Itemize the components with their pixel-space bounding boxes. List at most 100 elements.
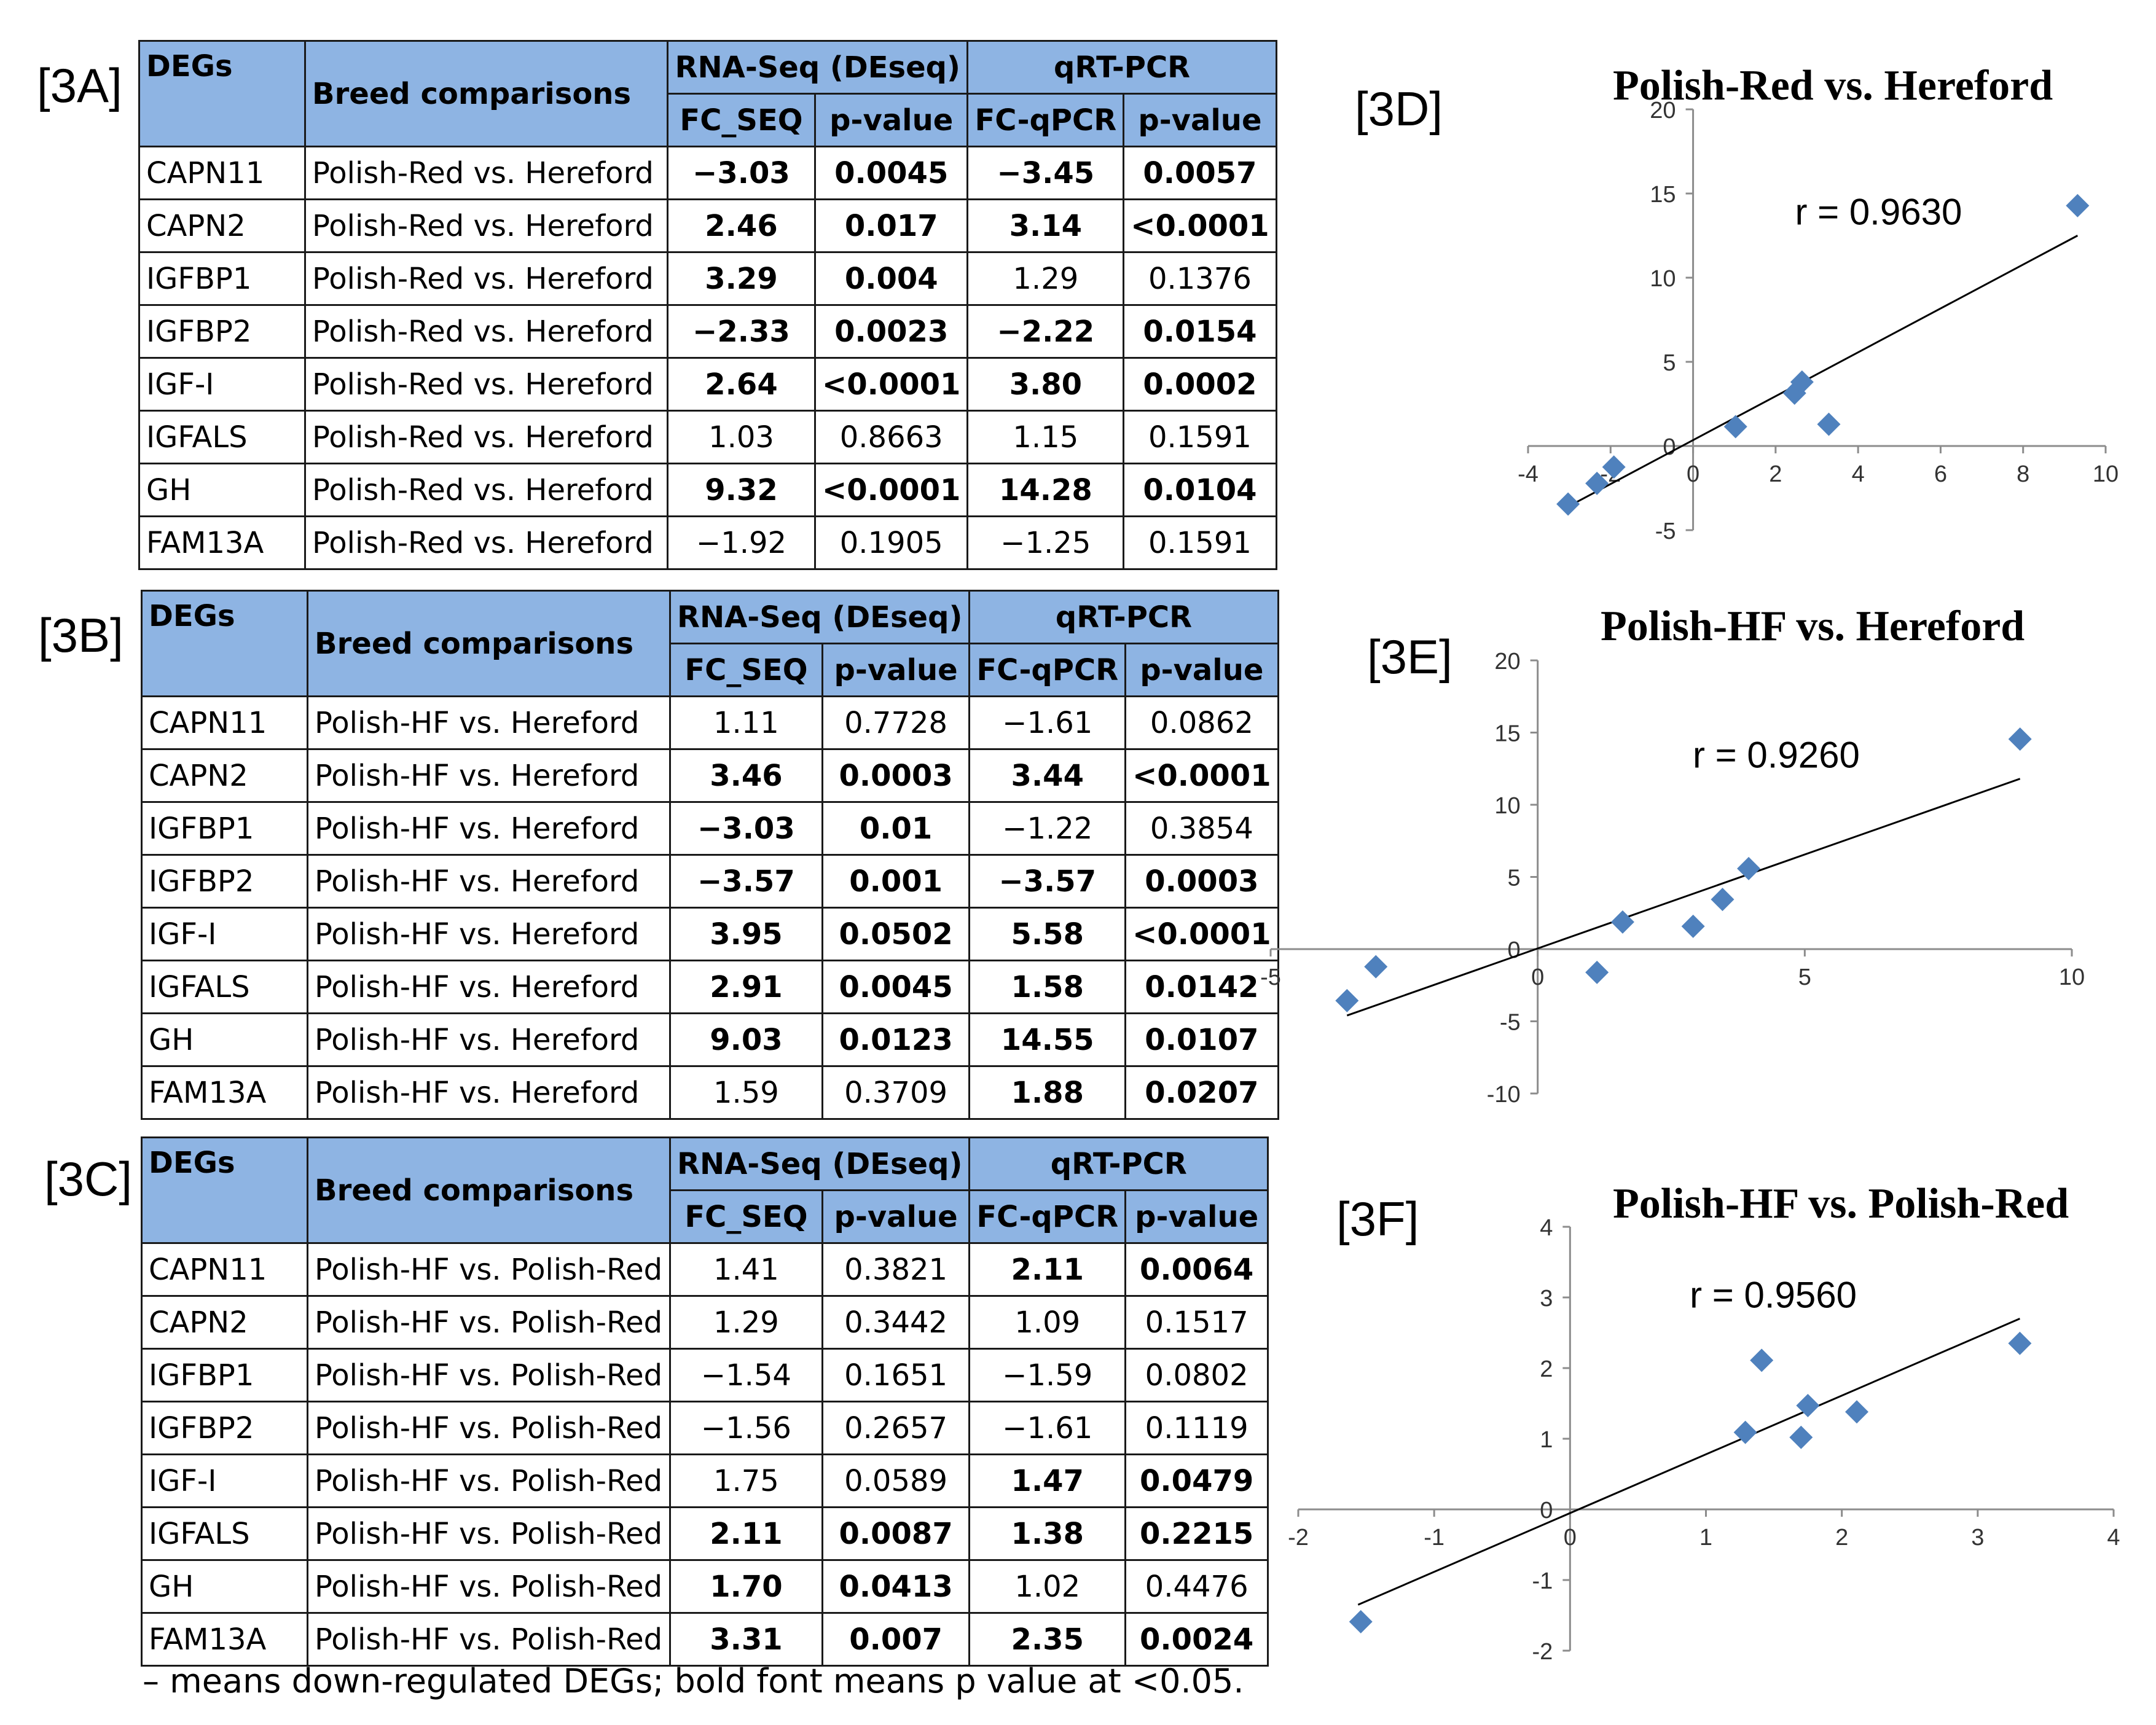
table-row: CAPN11 Polish-HF vs. Polish-Red 1.41 0.3821… (141, 1242, 1269, 1297)
value-cell-p2: 0.1376 (1123, 251, 1277, 306)
panel-label-3c: [3C] (44, 1152, 133, 1206)
value-cell-p2: 0.0064 (1124, 1242, 1269, 1297)
data-point (1335, 988, 1359, 1012)
table-row: GH Polish-HF vs. Polish-Red 1.70 0.0413 1.02… (141, 1559, 1269, 1614)
value-cell-p1: <0.0001 (813, 357, 969, 412)
value-cell-fc_qpcr: −1.61 (968, 1401, 1127, 1455)
header-row: DEGs Breed comparisons RNA-Seq (DEseq) qRT-… (141, 1136, 1269, 1244)
header-fc_seq: FC_SEQ (667, 93, 816, 147)
value-cell-fc_seq: −1.56 (669, 1401, 823, 1455)
gene-cell: IGFBP1 (138, 251, 306, 306)
value-cell-fc_qpcr: 2.35 (968, 1612, 1127, 1667)
value-cell-fc_qpcr: −3.57 (968, 854, 1127, 909)
value-cell-p1: 0.8663 (813, 410, 969, 464)
value-cell-fc_seq: 3.29 (667, 251, 816, 306)
x-tick-label: 10 (2059, 964, 2085, 990)
value-cell-p2: 0.0154 (1123, 304, 1277, 359)
deg-table-3a: DEGs Breed comparisons RNA-Seq (DEseq) qRT-… (138, 40, 1277, 570)
value-cell-p2: 0.0802 (1124, 1348, 1269, 1402)
value-cell-fc_seq: 2.64 (667, 357, 816, 412)
y-tick-label: 5 (1508, 866, 1521, 891)
table-row: IGFBP1 Polish-Red vs. Hereford 3.29 0.004 1.… (138, 251, 1277, 306)
x-tick-label: -1 (1424, 1525, 1445, 1551)
x-tick-label: 6 (1934, 461, 1947, 487)
gene-cell: IGFALS (141, 960, 308, 1014)
value-cell-p2: 0.4476 (1124, 1559, 1269, 1614)
data-point (1585, 471, 1609, 495)
value-cell-p1: 0.001 (821, 854, 971, 909)
y-tick-label: -2 (1532, 1639, 1553, 1665)
value-cell-fc_qpcr: 14.55 (968, 1012, 1127, 1067)
y-tick-label: 4 (1540, 1215, 1553, 1241)
data-point (2066, 194, 2090, 217)
value-cell-fc_seq: 2.11 (669, 1506, 823, 1561)
footnote: – means down-regulated DEGs; bold font m… (143, 1662, 1244, 1700)
header-p2: p-value (1123, 93, 1277, 147)
value-cell-p1: 0.017 (813, 198, 969, 253)
value-cell-fc_seq: 1.03 (667, 410, 816, 464)
table-row: IGFBP1 Polish-HF vs. Polish-Red −1.54 0.165… (141, 1348, 1269, 1402)
y-tick-label: -10 (1487, 1082, 1521, 1108)
comparison-cell: Polish-HF vs. Polish-Red (307, 1348, 671, 1402)
value-cell-fc_seq: 3.31 (669, 1612, 823, 1667)
panel-label-3d: [3D] (1355, 82, 1443, 136)
correlation-label: r = 0.9260 (1693, 735, 1860, 776)
comparison-cell: Polish-HF vs. Polish-Red (307, 1559, 671, 1614)
header-rnaseq: RNA-Seq (DEseq) (668, 1136, 971, 1191)
panel-label-3a: [3A] (37, 58, 122, 112)
gene-cell: FAM13A (141, 1065, 308, 1120)
x-tick-label: 0 (1531, 964, 1544, 990)
data-point (1737, 856, 1761, 880)
value-cell-p2: 0.3854 (1124, 801, 1279, 856)
value-cell-fc_qpcr: −1.25 (966, 515, 1125, 570)
gene-cell: CAPN2 (141, 748, 308, 803)
table-row: GH Polish-HF vs. Hereford 9.03 0.0123 14.55 0… (141, 1012, 1279, 1067)
header-fc_qpcr: FC-qPCR (966, 93, 1125, 147)
value-cell-fc_seq: 1.70 (669, 1559, 823, 1614)
value-cell-fc_seq: 1.29 (669, 1295, 823, 1350)
data-point (1733, 1420, 1757, 1444)
gene-cell: CAPN11 (138, 146, 306, 200)
y-tick-label: -5 (1500, 1010, 1521, 1036)
data-point (1602, 455, 1626, 479)
comparison-cell: Polish-HF vs. Hereford (307, 907, 671, 961)
value-cell-p2: <0.0001 (1123, 198, 1277, 253)
value-cell-p1: 0.7728 (821, 695, 971, 750)
value-cell-p2: 0.2215 (1124, 1506, 1269, 1561)
header-degs: DEGs (138, 40, 306, 147)
data-point (1585, 960, 1609, 984)
value-cell-p1: 0.01 (821, 801, 971, 856)
data-point (1610, 910, 1634, 934)
value-cell-p2: 0.1591 (1123, 515, 1277, 570)
table-row: CAPN11 Polish-HF vs. Hereford 1.11 0.7728 −1… (141, 695, 1279, 750)
comparison-cell: Polish-Red vs. Hereford (304, 410, 668, 464)
data-point (1364, 955, 1388, 979)
panel-label-3b: [3B] (38, 608, 123, 662)
value-cell-p2: 0.0104 (1123, 463, 1277, 517)
value-cell-fc_seq: 1.41 (669, 1242, 823, 1297)
y-tick-label: 15 (1650, 182, 1676, 208)
gene-cell: GH (141, 1012, 308, 1067)
comparison-cell: Polish-HF vs. Polish-Red (307, 1242, 671, 1297)
trendline (1346, 778, 2021, 1017)
y-tick-label: 20 (1494, 649, 1520, 675)
subheader-row: FC_SEQ p-value FC-qPCR p-value (139, 93, 1277, 147)
header-fc_qpcr: FC-qPCR (968, 643, 1127, 697)
value-cell-p2: <0.0001 (1124, 907, 1279, 961)
value-cell-p2: 0.0024 (1124, 1612, 1269, 1667)
header-p2: p-value (1124, 643, 1279, 697)
subheader-row: FC_SEQ p-value FC-qPCR p-value (142, 643, 1279, 697)
y-tick-label: 15 (1494, 721, 1520, 747)
value-cell-fc_qpcr: 1.15 (966, 410, 1125, 464)
comparison-cell: Polish-HF vs. Polish-Red (307, 1295, 671, 1350)
gene-cell: IGF-I (141, 1453, 308, 1508)
x-tick-label: 4 (1852, 461, 1865, 487)
value-cell-p2: 0.1119 (1124, 1401, 1269, 1455)
value-cell-fc_seq: −1.54 (669, 1348, 823, 1402)
table-row: IGF-I Polish-HF vs. Polish-Red 1.75 0.0589 1… (141, 1453, 1269, 1508)
gene-cell: GH (138, 463, 306, 517)
comparison-cell: Polish-Red vs. Hereford (304, 146, 668, 200)
y-tick-label: 10 (1650, 266, 1676, 292)
comparison-cell: Polish-Red vs. Hereford (304, 357, 668, 412)
